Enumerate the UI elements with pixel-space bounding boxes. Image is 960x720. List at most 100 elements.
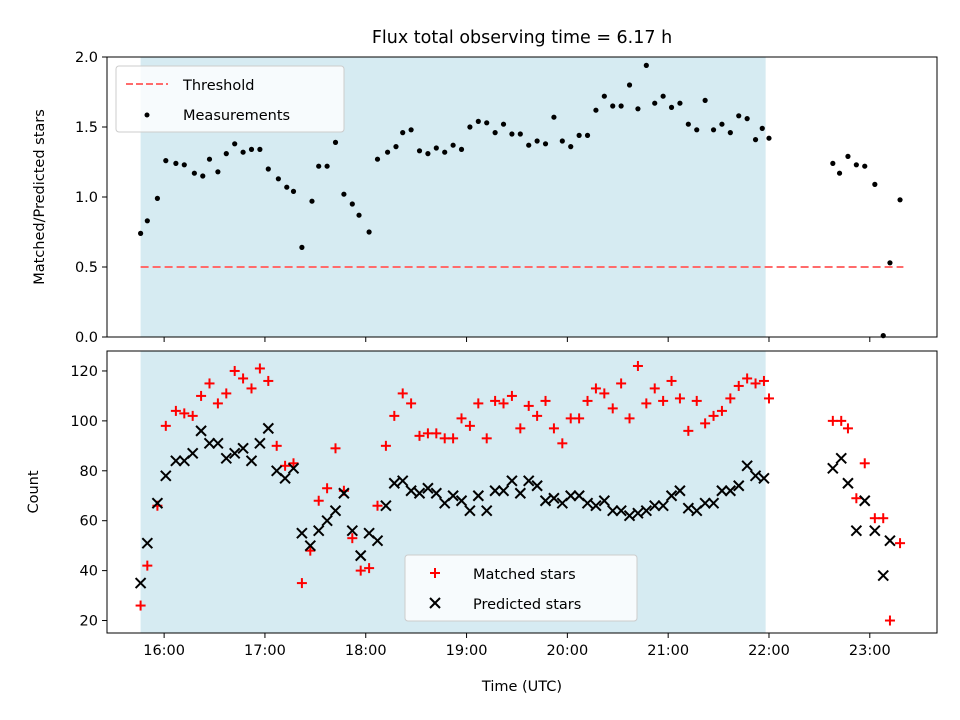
measurement-point (416, 148, 423, 154)
cross-stroke-b (649, 500, 661, 512)
matched-star-point (364, 563, 375, 574)
matched-star-point (523, 400, 534, 411)
measurement-point (668, 104, 675, 110)
matched-star-point (473, 398, 484, 409)
measurement-point (702, 97, 708, 103)
cross-stroke-b (254, 437, 266, 450)
matched-star-point (716, 405, 727, 416)
predicted-star-point (405, 485, 417, 497)
measurement-point (332, 139, 339, 145)
measurement-point (349, 201, 355, 207)
matched-star-point (142, 560, 153, 571)
predicted-star-point (203, 437, 216, 450)
measurement-point (845, 153, 851, 159)
bottom-axes-frame (106, 350, 938, 634)
measurement-point (433, 145, 439, 151)
cross-stroke-b (141, 537, 154, 549)
predicted-star-point (877, 569, 889, 582)
predicted-star-point (884, 534, 896, 547)
x-tick-label: 16:00 (143, 643, 185, 659)
predicted-star-point (254, 437, 266, 450)
measurement-point (191, 170, 197, 176)
measurement-point (200, 173, 206, 179)
cross-stroke-b (590, 500, 602, 512)
cross-stroke-b (160, 470, 172, 482)
cross-stroke-b (429, 597, 441, 609)
matched-star-point (574, 413, 585, 424)
measurement-point (341, 191, 347, 197)
measurement-point (836, 170, 843, 176)
measurement-point (830, 160, 836, 166)
matched-star-point (229, 365, 240, 376)
measurement-point (299, 244, 305, 250)
bottom-y-ticks: 20 40 60 80 100 120 (70, 364, 107, 630)
x-tick-label: 17:00 (244, 643, 286, 659)
cross-stroke-b (842, 477, 854, 489)
cross-stroke-b (430, 487, 443, 499)
matched-star-point (842, 423, 853, 434)
legend-measurements-label: Measurements (183, 108, 290, 124)
cross-stroke-b (682, 502, 695, 514)
measurement-point (232, 141, 238, 147)
predicted-star-point (464, 505, 476, 517)
top-y-tick-label: 2.0 (75, 50, 98, 66)
cross-stroke-b (716, 485, 728, 497)
matched-star-point (827, 415, 838, 426)
measurement-point (685, 121, 691, 127)
cross-stroke-b (170, 455, 182, 467)
cross-stroke-b (877, 569, 889, 582)
cross-stroke-b (699, 497, 711, 509)
cross-stroke-b (447, 490, 459, 502)
cross-stroke-b (573, 490, 585, 502)
matched-star-point (582, 395, 593, 406)
predicted-star-point (186, 447, 199, 460)
measurement-points (138, 62, 903, 339)
measurement-point (458, 146, 465, 152)
matched-star-point (187, 410, 198, 421)
matched-stars-points (135, 360, 906, 626)
cross-stroke-b (707, 497, 720, 509)
matched-star-point (196, 390, 207, 401)
predicted-star-point (160, 470, 172, 482)
measurement-point (492, 130, 498, 136)
cross-stroke-b (724, 485, 737, 497)
measurement-point (450, 142, 456, 148)
cross-stroke-b (581, 497, 594, 509)
measurement-point (509, 131, 515, 137)
measurement-point (275, 176, 281, 182)
matched-star-point (725, 393, 736, 404)
matched-star-point (758, 375, 769, 386)
predicted-star-point (733, 480, 745, 492)
cross-stroke-b (523, 475, 535, 487)
x-tick-label: 23:00 (849, 643, 891, 659)
matched-star-point (869, 513, 880, 524)
measurement-point (593, 107, 599, 113)
cross-stroke-b (195, 425, 207, 437)
matched-star-point (733, 380, 744, 391)
matched-star-point (666, 375, 677, 386)
cross-stroke-b (615, 505, 627, 517)
predicted-star-point (665, 490, 678, 502)
measurement-point (719, 121, 725, 127)
bottom-y-tick-label: 60 (80, 514, 98, 530)
cross-stroke-b (506, 475, 518, 487)
cross-stroke-b (405, 485, 417, 497)
predicted-star-point (724, 485, 737, 497)
predicted-star-point (430, 487, 443, 499)
predicted-star-point (134, 577, 147, 589)
chart-title: Flux total observing time = 6.17 h (372, 28, 672, 48)
predicted-star-point (632, 507, 644, 519)
measurement-point (163, 158, 169, 164)
predicted-star-point (447, 490, 459, 502)
predicted-star-point (674, 485, 686, 497)
predicted-star-point (835, 452, 847, 465)
cross-stroke-b (472, 490, 485, 502)
x-tick-label: 18:00 (345, 643, 387, 659)
matched-star-point (658, 395, 669, 406)
measurement-point (542, 141, 549, 147)
matched-star-point (632, 360, 643, 371)
cross-stroke-b (296, 527, 308, 539)
measurement-point (400, 130, 406, 136)
matched-star-point (170, 405, 181, 416)
predicted-star-point (649, 500, 661, 512)
